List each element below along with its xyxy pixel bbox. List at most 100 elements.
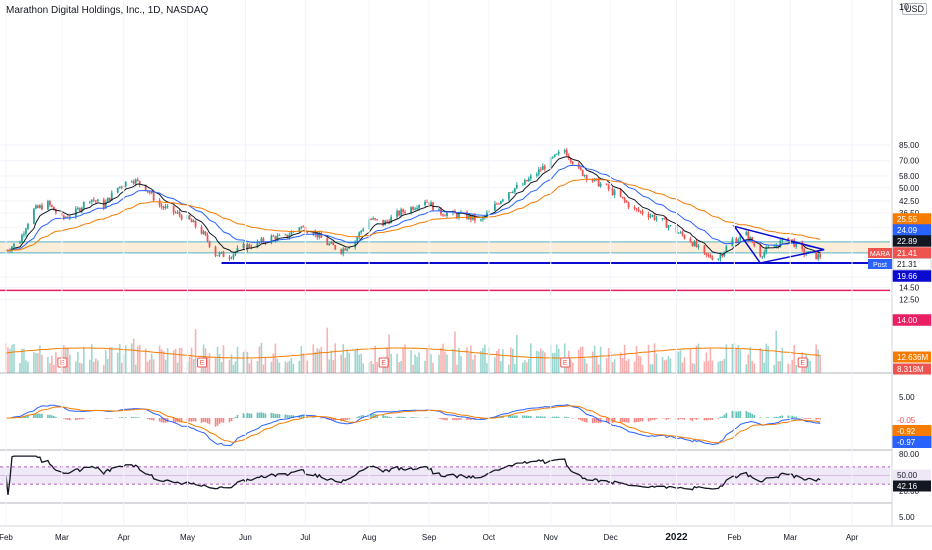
- macd-hist-bar: [591, 418, 594, 423]
- volume-bar: [605, 358, 608, 373]
- candle-body: [725, 246, 728, 252]
- volume-bar: [246, 352, 249, 373]
- macd-hist-bar: [218, 418, 221, 424]
- volume-bar: [144, 348, 147, 373]
- candle-body: [458, 213, 460, 218]
- candle-body: [46, 201, 49, 210]
- macd-hist-bar: [204, 418, 207, 423]
- price-label-value: 21.31: [897, 260, 918, 269]
- candle-body: [482, 217, 484, 220]
- currency-button[interactable]: USD: [902, 3, 928, 15]
- candle-body: [164, 206, 167, 209]
- time-axis-tick: Sep: [422, 533, 437, 542]
- volume-bar: [619, 352, 622, 373]
- candle-body: [256, 241, 259, 248]
- candle-body: [665, 219, 668, 228]
- volume-bar: [318, 349, 321, 373]
- macd-hist-bar: [172, 418, 175, 423]
- volume-bar: [37, 352, 39, 373]
- volume-bar: [665, 359, 668, 373]
- macd-hist-bar: [53, 415, 55, 418]
- macd-hist-bar: [653, 418, 656, 421]
- volume-bar: [39, 345, 41, 373]
- time-axis-tick: Mar: [783, 533, 797, 542]
- volume-bar: [146, 361, 149, 373]
- macd-hist-bar: [414, 417, 416, 418]
- candle-body: [641, 211, 644, 214]
- volume-bar: [468, 352, 470, 373]
- volume-bar: [737, 344, 740, 373]
- macd-hist-bar: [412, 417, 414, 418]
- volume-bar: [649, 364, 652, 373]
- macd-hist-bar: [440, 418, 442, 420]
- volume-bar: [372, 363, 374, 373]
- candle-body: [194, 220, 197, 227]
- candle-body: [493, 203, 496, 211]
- volume-bar: [134, 364, 137, 373]
- macd-hist-bar: [468, 418, 470, 420]
- candle-body: [761, 256, 764, 258]
- candle-body: [585, 175, 588, 180]
- volume-bar: [597, 364, 600, 373]
- candle-body: [625, 200, 628, 203]
- volume-bar: [222, 345, 225, 373]
- volume-bar: [160, 349, 163, 373]
- candle-body: [25, 228, 27, 234]
- candle-body: [39, 205, 41, 208]
- volume-bar: [522, 362, 524, 373]
- volume-bar: [21, 348, 23, 373]
- volume-bar: [326, 327, 329, 373]
- candle-body: [681, 232, 684, 236]
- macd-hist-bar: [502, 415, 504, 418]
- volume-bar: [53, 364, 55, 373]
- macd-hist-bar: [136, 417, 139, 418]
- volume-bar: [627, 358, 630, 373]
- price-label-tag-text: MARA: [870, 251, 891, 258]
- candle-body: [134, 179, 137, 184]
- candle-body: [697, 245, 700, 247]
- macd-hist-bar: [557, 416, 560, 418]
- volume-bar: [316, 348, 319, 373]
- volume-bar: [452, 349, 454, 373]
- volume-bar: [354, 349, 357, 373]
- candle-body: [302, 226, 305, 228]
- volume-bar: [553, 352, 556, 373]
- macd-hist-bar: [344, 418, 347, 421]
- earnings-marker: [560, 357, 571, 368]
- macd-hist-bar: [158, 418, 161, 422]
- candle-body: [719, 254, 722, 259]
- macd-hist-bar: [695, 418, 698, 420]
- volume-bar: [460, 355, 462, 373]
- candle-body: [633, 207, 636, 209]
- candle-body: [627, 202, 630, 208]
- candle-body: [739, 235, 742, 240]
- candle-body: [356, 237, 359, 242]
- volume-bar: [152, 359, 155, 373]
- candle-body: [495, 203, 498, 205]
- macd-hist-bar: [236, 414, 239, 418]
- macd-hist-bar: [67, 418, 69, 420]
- candle-body: [190, 219, 193, 223]
- macd-hist-bar: [508, 415, 510, 418]
- macd-hist-bar: [458, 418, 460, 421]
- volume-bar: [250, 359, 253, 373]
- macd-line: [6, 404, 821, 447]
- candle-body: [416, 208, 418, 209]
- volume-bar: [158, 345, 161, 373]
- candle-body: [88, 201, 91, 203]
- volume-bar: [396, 353, 398, 373]
- volume-bar: [148, 359, 151, 373]
- earnings-marker: [197, 357, 208, 368]
- candle-body: [13, 243, 15, 247]
- volume-bar: [581, 346, 584, 373]
- rsi-label-box: [893, 469, 931, 481]
- candle-body: [54, 210, 57, 213]
- candle-body: [815, 251, 818, 260]
- volume-bar: [404, 344, 406, 373]
- volume-bar: [456, 364, 458, 373]
- volume-bar: [27, 361, 29, 373]
- candle-body: [124, 181, 127, 187]
- macd-hist-bar: [346, 418, 349, 421]
- volume-bar: [444, 351, 446, 373]
